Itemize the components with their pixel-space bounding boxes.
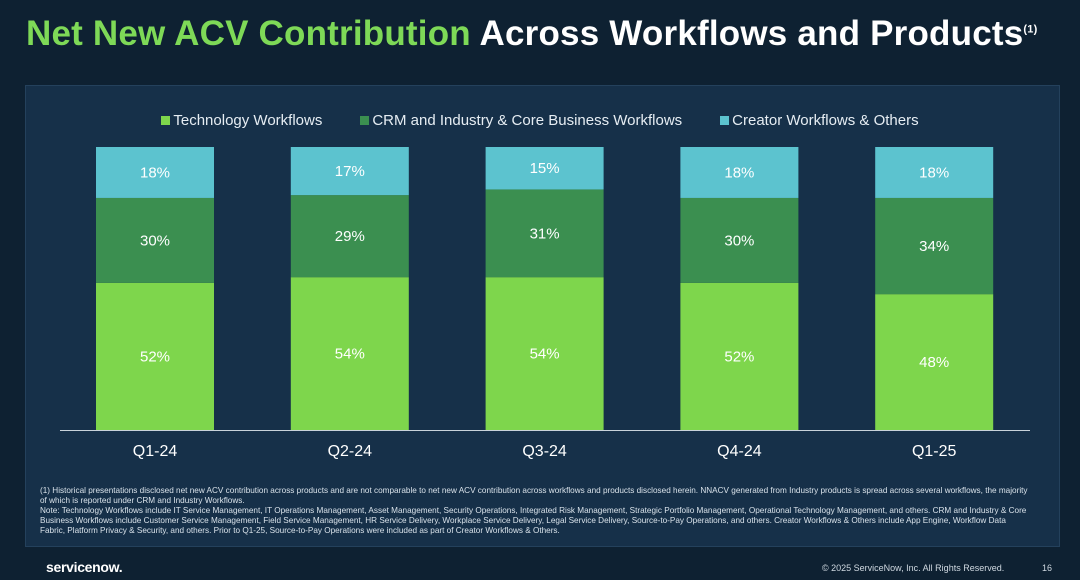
- bar-segment: [290, 277, 409, 430]
- data-label: 54%: [335, 346, 365, 363]
- data-label: 34%: [919, 238, 949, 255]
- copyright: © 2025 ServiceNow, Inc. All Rights Reser…: [822, 563, 1005, 573]
- legend-swatch: [360, 116, 370, 125]
- data-label: 29%: [335, 228, 365, 245]
- data-label: 30%: [140, 232, 170, 249]
- data-label: 18%: [140, 164, 170, 181]
- data-label: 48%: [919, 354, 949, 371]
- bar-segment: [96, 282, 214, 430]
- bar-segment: [680, 197, 799, 283]
- bar-segment: [875, 197, 994, 295]
- bar-segment: [680, 282, 799, 430]
- data-label: 52%: [140, 348, 170, 365]
- data-label: 30%: [724, 232, 754, 249]
- data-label: 31%: [530, 225, 560, 242]
- bar-segment: [485, 277, 604, 430]
- data-label: 54%: [530, 346, 560, 363]
- data-label: 18%: [724, 164, 754, 181]
- category-label: Q3-24: [522, 443, 567, 460]
- bar-segment: [485, 189, 604, 278]
- page-title: Net New ACV Contribution Across Workflow…: [26, 14, 1038, 53]
- category-label: Q4-24: [717, 443, 762, 460]
- bar-segment: [875, 147, 994, 198]
- legend-item: Creator Workflows & Others: [720, 112, 919, 129]
- page-number: 16: [1042, 563, 1053, 573]
- bar-segment: [875, 294, 994, 430]
- bar-segment: [290, 147, 409, 196]
- data-label: 17%: [335, 163, 365, 180]
- legend-item: Technology Workflows: [161, 112, 322, 129]
- bar-segment: [680, 147, 799, 198]
- footnote: (1) Historical presentations disclosed n…: [40, 486, 1028, 535]
- data-label: 18%: [919, 164, 949, 181]
- servicenow-logo: servicenow.: [46, 559, 123, 575]
- category-label: Q2-24: [328, 443, 373, 460]
- legend-item: CRM and Industry & Core Business Workflo…: [360, 112, 682, 129]
- chart-legend: Technology Workflows CRM and Industry & …: [0, 112, 1080, 129]
- bar-segment: [485, 147, 604, 190]
- bar-segment: [290, 195, 409, 278]
- data-label: 15%: [530, 160, 560, 177]
- category-label: Q1-24: [133, 443, 178, 460]
- legend-swatch: [161, 116, 171, 125]
- bar-segment: [96, 147, 214, 198]
- category-label: Q1-25: [912, 443, 957, 460]
- legend-swatch: [720, 116, 730, 125]
- data-label: 52%: [724, 348, 754, 365]
- bar-segment: [96, 197, 214, 283]
